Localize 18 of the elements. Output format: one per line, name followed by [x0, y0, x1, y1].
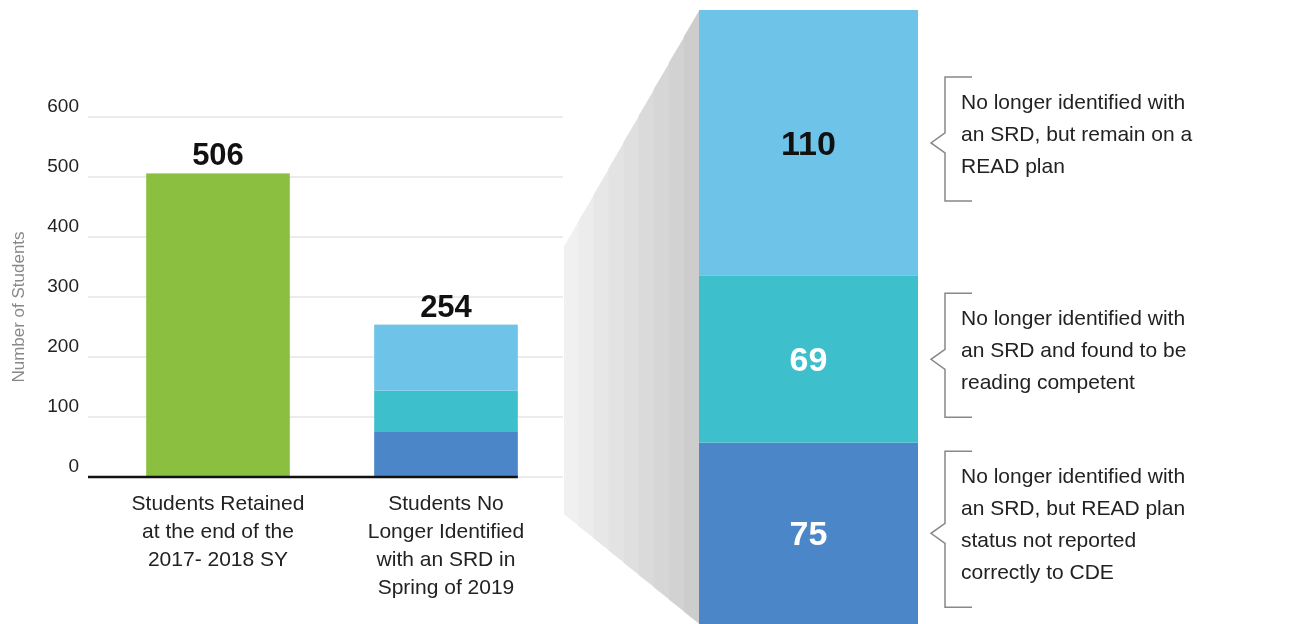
- data-label: 69: [789, 340, 828, 379]
- x-tick-label: Students Retained at the end of the 2017- 2018 SY: [131, 491, 305, 570]
- y-tick-label: 200: [47, 335, 79, 356]
- y-tick-label: 400: [47, 215, 79, 236]
- y-axis-title: Number of Students: [9, 231, 28, 383]
- y-tick-label: 0: [68, 455, 79, 476]
- y-tick-label: 500: [47, 155, 79, 176]
- y-tick-label: 600: [47, 95, 79, 116]
- text: No longer identified with an SRD, but READ plan status not reported correctly to CDE: [961, 464, 1186, 584]
- data-label: 110: [781, 123, 836, 162]
- total-label: 506: [192, 137, 244, 173]
- y-tick-label: 100: [47, 395, 79, 416]
- y-tick-label: 300: [47, 275, 79, 296]
- x-tick-label: Students No Longer Identified with an SRD in Spring of 2019: [367, 491, 525, 598]
- data-label: 75: [789, 514, 828, 553]
- text: No longer identified with an SRD, but remain on a READ plan: [961, 89, 1193, 177]
- text: No longer identified with an SRD and found to be reading competent: [961, 306, 1187, 394]
- total-label: 254: [420, 288, 473, 324]
